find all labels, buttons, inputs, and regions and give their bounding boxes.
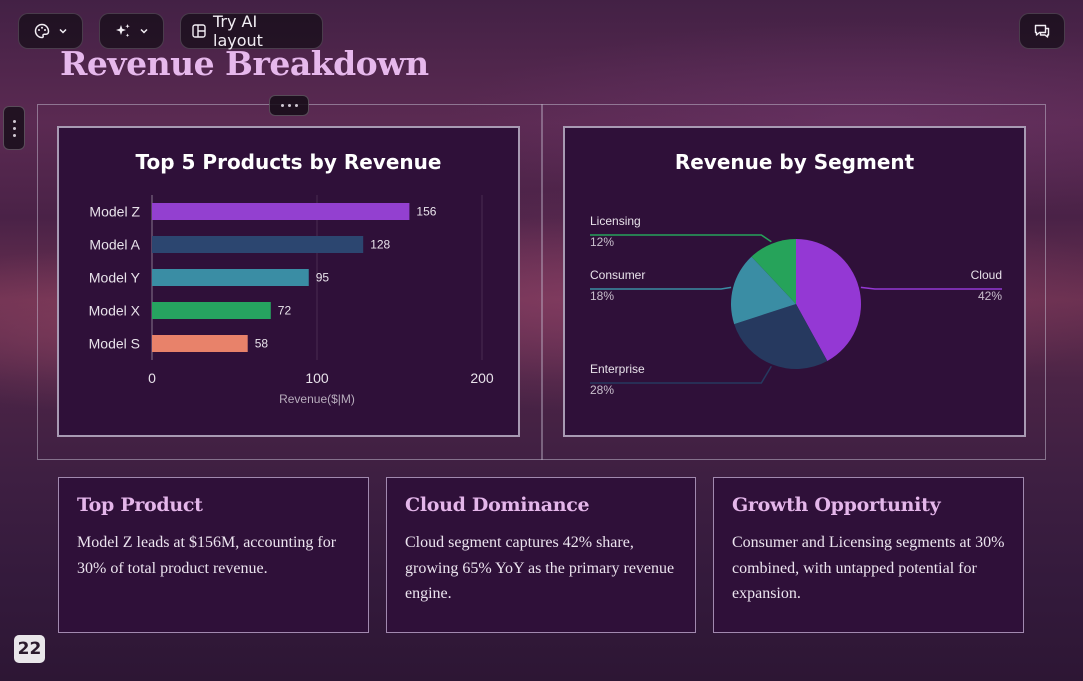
column-divider — [541, 104, 543, 460]
page-number-badge: 22 — [14, 635, 45, 663]
bar — [152, 302, 271, 319]
insight-card-top-product: Top Product Model Z leads at $156M, acco… — [58, 477, 369, 633]
layout-icon — [191, 23, 207, 39]
x-tick-label: 200 — [470, 370, 494, 386]
slice-percent-label: 12% — [590, 235, 614, 249]
try-ai-layout-label: Try AI layout — [213, 12, 263, 50]
slice-percent-label: 28% — [590, 383, 614, 397]
palette-icon — [34, 23, 50, 39]
bar — [152, 203, 410, 220]
slice-label: Licensing — [590, 214, 641, 228]
leader-line — [590, 234, 772, 243]
data-label: 156 — [416, 205, 436, 219]
column-resize-handle[interactable] — [269, 95, 309, 116]
data-label: 72 — [278, 304, 292, 318]
insight-body: Consumer and Licensing segments at 30% c… — [732, 534, 1005, 602]
pie-chart-card: Revenue by Segment Cloud 42% Enterprise 28%… — [563, 126, 1026, 437]
slice-percent-label: 42% — [978, 289, 1002, 303]
slice-label: Enterprise — [590, 362, 645, 376]
category-label: Model A — [89, 237, 140, 253]
theme-button[interactable] — [18, 13, 83, 49]
x-tick-label: 0 — [148, 370, 156, 386]
sparkle-icon — [115, 23, 131, 39]
insight-title: Cloud Dominance — [405, 494, 590, 516]
pie-chart: Cloud 42% Enterprise 28% Consumer 18% Licensin… — [590, 214, 1002, 397]
x-tick-label: 100 — [305, 370, 329, 386]
bar-chart: Model Z 156 Model A 128 Model Y 95 Model X 72 Mo… — [89, 195, 494, 406]
chevron-down-icon — [58, 26, 68, 36]
page-title: Revenue Breakdown — [60, 44, 429, 83]
charts-block-frame — [37, 104, 1046, 460]
slice-label: Consumer — [590, 268, 645, 282]
x-axis-label: Revenue($|M) — [279, 392, 355, 406]
insight-card-growth-opportunity: Growth Opportunity Consumer and Licensin… — [713, 477, 1024, 633]
chevron-down-icon — [139, 26, 149, 36]
pie-slice — [796, 239, 861, 361]
pie-slice — [734, 304, 828, 369]
leader-line — [860, 286, 1002, 290]
bar — [152, 335, 248, 352]
insight-card-cloud-dominance: Cloud Dominance Cloud segment captures 4… — [386, 477, 696, 633]
insight-body: Cloud segment captures 42% share, growin… — [405, 534, 675, 602]
data-label: 95 — [316, 271, 330, 285]
leader-line — [590, 286, 732, 290]
insight-body: Model Z leads at $156M, accounting for 3… — [77, 534, 337, 577]
bar-chart-title: Top 5 Products by Revenue — [135, 150, 442, 174]
comment-icon — [1033, 22, 1051, 40]
comments-button[interactable] — [1019, 13, 1065, 49]
data-label: 128 — [370, 238, 390, 252]
slice-label: Cloud — [971, 268, 1002, 282]
category-label: Model X — [89, 303, 141, 319]
pie-slice — [731, 256, 796, 325]
insight-title: Top Product — [77, 494, 203, 516]
insight-title: Growth Opportunity — [732, 494, 941, 516]
try-ai-layout-button[interactable]: Try AI layout — [180, 12, 323, 50]
bar — [152, 236, 364, 253]
leader-line — [590, 365, 772, 384]
pie-slice — [751, 239, 796, 304]
bar — [152, 269, 309, 286]
block-drag-handle[interactable] — [3, 106, 25, 150]
bar-chart-card: Top 5 Products by Revenue Model Z 156 Mode… — [57, 126, 520, 437]
slice-percent-label: 18% — [590, 289, 614, 303]
ai-assist-button[interactable] — [99, 13, 164, 49]
pie-chart-title: Revenue by Segment — [674, 150, 915, 174]
category-label: Model Y — [89, 270, 141, 286]
data-label: 58 — [255, 337, 269, 351]
category-label: Model Z — [89, 204, 140, 220]
category-label: Model S — [89, 336, 140, 352]
